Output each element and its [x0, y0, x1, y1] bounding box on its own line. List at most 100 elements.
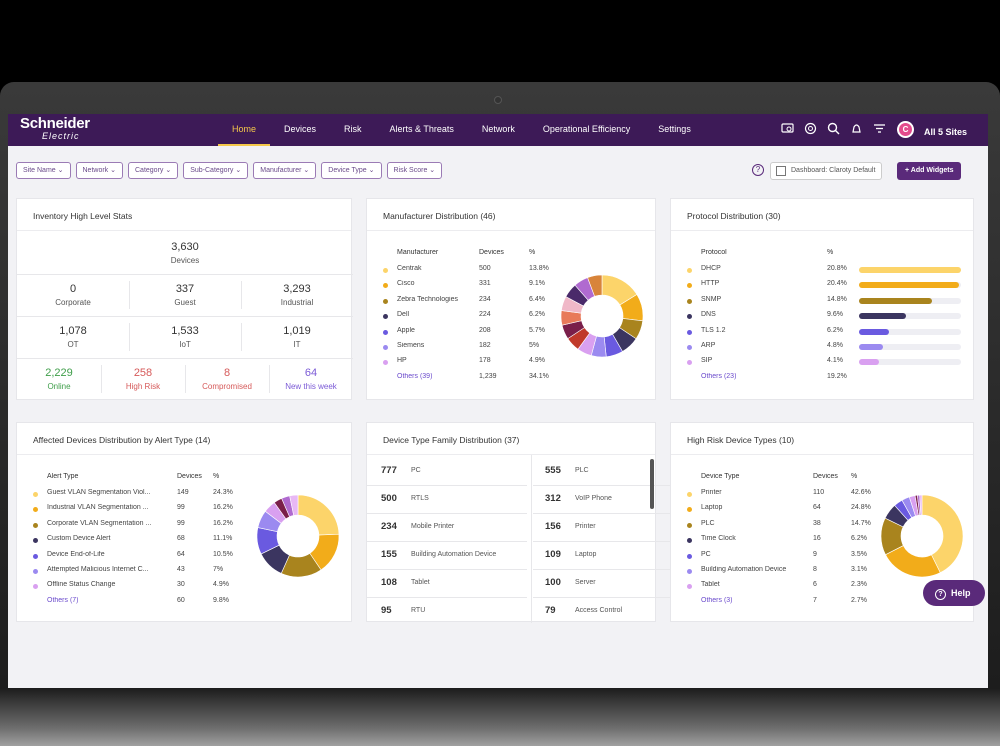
- row-name: TLS 1.2: [701, 326, 726, 334]
- stat-iot[interactable]: 1,533 IoT: [171, 325, 199, 349]
- stat-total-devices[interactable]: 3,630 Devices: [170, 241, 200, 265]
- table-row[interactable]: Printer 110 42.6%: [687, 489, 881, 504]
- protocol-bar[interactable]: [859, 297, 932, 304]
- stat-corporate[interactable]: 0 Corporate: [55, 283, 91, 307]
- row-name: Dell: [397, 311, 410, 319]
- table-row[interactable]: Zebra Technologies 234 6.4%: [383, 296, 557, 311]
- donut-slice[interactable]: [297, 494, 340, 536]
- table-row[interactable]: Custom Device Alert 68 11.1%: [33, 535, 247, 550]
- donut-slice[interactable]: [919, 494, 923, 516]
- nav-home[interactable]: Home: [218, 114, 271, 146]
- stat-guest[interactable]: 337 Guest: [174, 283, 196, 307]
- row-devices: 9: [813, 550, 817, 558]
- legend-dot: [687, 553, 692, 559]
- table-row[interactable]: Tablet 6 2.3%: [687, 581, 881, 596]
- protocol-bar[interactable]: [859, 343, 883, 350]
- table-row-others[interactable]: Others (39) 1,239 34.1%: [397, 373, 557, 388]
- column-header: %: [851, 473, 858, 480]
- site-avatar[interactable]: C: [897, 121, 914, 138]
- table-row-others[interactable]: Others (7) 60 9.8%: [47, 597, 247, 612]
- stat-industrial[interactable]: 3,293 Industrial: [280, 283, 314, 307]
- table-row[interactable]: HP 178 4.9%: [383, 357, 557, 372]
- row-percent: 20.8%: [827, 265, 847, 272]
- filter-category[interactable]: Category: [128, 162, 179, 179]
- row-name: HP: [397, 357, 407, 365]
- protocol-bar[interactable]: [859, 282, 960, 289]
- table-row[interactable]: Corporate VLAN Segmentation ... 99 16.2%: [33, 520, 247, 535]
- row-name: Attempted Malicious Internet C...: [47, 565, 149, 573]
- divider: [531, 455, 532, 623]
- nav-alerts-threats[interactable]: Alerts & Threats: [389, 124, 454, 134]
- table-row[interactable]: Attempted Malicious Internet C... 43 7%: [33, 565, 247, 581]
- stat-online[interactable]: 2,229 Online: [45, 367, 73, 391]
- nav-settings[interactable]: Settings: [658, 124, 691, 134]
- donut-slice[interactable]: [289, 494, 299, 516]
- brand-logo[interactable]: Schneider Electric: [20, 116, 90, 142]
- table-row[interactable]: ARP 4.8%: [687, 342, 971, 357]
- filter-site-name[interactable]: Site Name: [16, 162, 71, 179]
- table-row[interactable]: Industrial VLAN Segmentation ... 99 16.2%: [33, 504, 247, 519]
- stat-ot[interactable]: 1,078 OT: [59, 325, 87, 349]
- add-widgets-button[interactable]: + Add Widgets: [897, 162, 962, 180]
- filter-device-type[interactable]: Device Type: [321, 162, 382, 179]
- filter-manufacturer[interactable]: Manufacturer: [253, 162, 317, 179]
- table-row[interactable]: Building Automation Device 8 3.1%: [687, 566, 881, 581]
- table-row[interactable]: HTTP 20.4%: [687, 280, 971, 295]
- table-row[interactable]: SNMP 14.8%: [687, 296, 971, 311]
- globe-icon[interactable]: [803, 122, 817, 136]
- table-row[interactable]: Cisco 331 9.1%: [383, 280, 557, 295]
- device-scan-icon[interactable]: [780, 122, 794, 136]
- table-row[interactable]: Laptop 64 24.8%: [687, 504, 881, 519]
- help-button[interactable]: ? Help: [923, 580, 985, 606]
- table-row[interactable]: Device End-of-Life 64 10.5%: [33, 550, 247, 566]
- table-row[interactable]: PC 9 3.5%: [687, 550, 881, 566]
- protocol-bar[interactable]: [859, 267, 961, 273]
- table-row-others[interactable]: Others (3) 7 2.7%: [701, 597, 881, 612]
- nav-risk[interactable]: Risk: [344, 124, 362, 134]
- site-selector[interactable]: All 5 Sites: [924, 127, 968, 137]
- nav-network[interactable]: Network: [481, 124, 515, 134]
- filter-sub-category[interactable]: Sub-Category: [183, 162, 249, 179]
- table-row[interactable]: Dell 224 6.2%: [383, 311, 557, 326]
- device-family-count: 777: [381, 465, 397, 476]
- column-header: %: [529, 249, 536, 256]
- table-row[interactable]: Guest VLAN Segmentation Viol... 149 24.3%: [33, 489, 247, 504]
- table-row[interactable]: SIP 4.1%: [687, 357, 971, 372]
- help-icon[interactable]: ?: [752, 164, 764, 176]
- row-name: Industrial VLAN Segmentation ...: [47, 504, 149, 512]
- table-header: Device Type Devices%: [701, 473, 881, 489]
- filter-network[interactable]: Network: [75, 162, 123, 179]
- stat-high-risk[interactable]: 258 High Risk: [125, 367, 161, 391]
- table-row[interactable]: TLS 1.2 6.2%: [687, 326, 971, 342]
- table-row[interactable]: Time Clock 16 6.2%: [687, 535, 881, 550]
- row-name: Time Clock: [701, 535, 736, 543]
- stat-new-this-week[interactable]: 64 New this week: [285, 367, 337, 391]
- filter-risk-score[interactable]: Risk Score: [386, 162, 443, 179]
- row-name: Offline Status Change: [47, 581, 116, 589]
- nav-operational-efficiency[interactable]: Operational Efficiency: [542, 124, 631, 134]
- notification-bell-icon[interactable]: [849, 122, 863, 136]
- table-row[interactable]: Apple 208 5.7%: [383, 327, 557, 342]
- donut-slice[interactable]: [587, 274, 603, 297]
- row-devices: 64: [177, 550, 185, 558]
- protocol-bar[interactable]: [859, 328, 890, 335]
- device-family-count: 555: [545, 465, 561, 476]
- donut-slice[interactable]: [921, 494, 964, 574]
- protocol-bar[interactable]: [859, 313, 907, 320]
- table-row[interactable]: PLC 38 14.7%: [687, 520, 881, 535]
- dashboard-selector[interactable]: Dashboard: Claroty Default: [770, 162, 883, 180]
- scrollbar[interactable]: [650, 459, 654, 509]
- table-row[interactable]: DNS 9.6%: [687, 311, 971, 326]
- table-row[interactable]: DHCP 20.8%: [687, 265, 971, 280]
- protocol-bar[interactable]: [859, 359, 880, 366]
- legend-dot: [33, 522, 38, 528]
- filter-icon[interactable]: [872, 122, 886, 136]
- table-row-others[interactable]: Others (23) 19.2%: [701, 373, 971, 388]
- stat-compromised[interactable]: 8 Compromised: [202, 367, 252, 391]
- table-row[interactable]: Centrak 500 13.8%: [383, 265, 557, 280]
- table-row[interactable]: Offline Status Change 30 4.9%: [33, 581, 247, 596]
- search-icon[interactable]: [826, 122, 840, 136]
- stat-it[interactable]: 1,019 IT: [283, 325, 311, 349]
- nav-devices[interactable]: Devices: [284, 124, 317, 134]
- table-row[interactable]: Siemens 182 5%: [383, 342, 557, 357]
